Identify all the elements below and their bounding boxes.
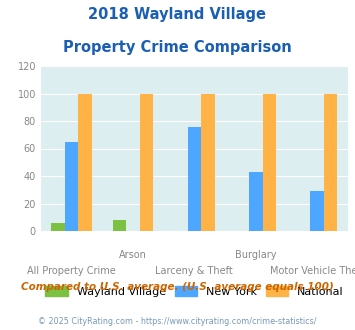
Text: Compared to U.S. average. (U.S. average equals 100): Compared to U.S. average. (U.S. average … xyxy=(21,282,334,292)
Text: © 2025 CityRating.com - https://www.cityrating.com/crime-statistics/: © 2025 CityRating.com - https://www.city… xyxy=(38,317,317,326)
Text: Motor Vehicle Theft: Motor Vehicle Theft xyxy=(270,266,355,276)
Bar xyxy=(65,142,78,231)
Text: Property Crime Comparison: Property Crime Comparison xyxy=(63,40,292,54)
Bar xyxy=(249,172,263,231)
Bar xyxy=(113,220,126,231)
Text: Burglary: Burglary xyxy=(235,250,277,260)
Bar xyxy=(263,93,276,231)
Text: Arson: Arson xyxy=(119,250,147,260)
Bar xyxy=(140,93,153,231)
Bar xyxy=(78,93,92,231)
Text: All Property Crime: All Property Crime xyxy=(27,266,116,276)
Legend: Wayland Village, New York, National: Wayland Village, New York, National xyxy=(45,286,343,297)
Bar xyxy=(201,93,215,231)
Text: 2018 Wayland Village: 2018 Wayland Village xyxy=(88,7,267,21)
Bar xyxy=(51,223,65,231)
Bar xyxy=(324,93,338,231)
Text: Larceny & Theft: Larceny & Theft xyxy=(155,266,233,276)
Bar xyxy=(310,191,324,231)
Bar xyxy=(187,126,201,231)
